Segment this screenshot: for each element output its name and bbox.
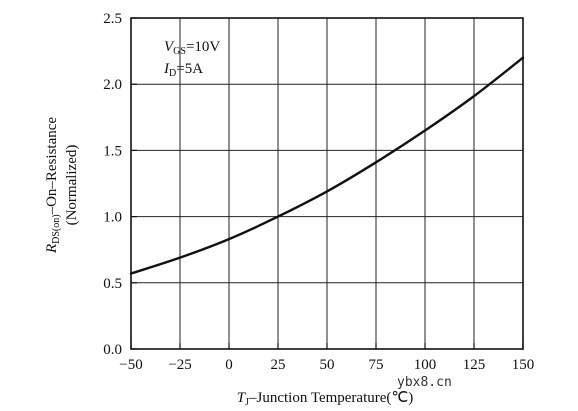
y-tick-label: 1.0 — [103, 210, 122, 226]
y-tick-label: 0.0 — [103, 342, 122, 358]
y-axis-label: RDS(on)–On–Resistance (Normalized) — [44, 117, 80, 254]
watermark: ybx8.cn — [397, 375, 452, 390]
x-tick-label: 150 — [512, 357, 535, 373]
x-tick-label: 50 — [320, 357, 335, 373]
series-line — [129, 56, 525, 275]
annotation-id: ID=5A — [163, 61, 203, 79]
y-tick-label: 1.5 — [103, 143, 122, 159]
x-tick-label: 0 — [225, 357, 233, 373]
x-axis-label: TJ–Junction Temperature(℃) — [237, 390, 413, 408]
grid — [131, 18, 523, 349]
y-tick-label: 2.0 — [103, 77, 122, 93]
y-tick-label: 2.5 — [103, 11, 122, 27]
x-tick-label: 100 — [414, 357, 437, 373]
x-tick-label: −25 — [168, 357, 191, 373]
x-tick-label: 25 — [271, 357, 286, 373]
y-tick-label: 0.5 — [103, 276, 122, 292]
ticks — [130, 17, 524, 350]
y-axis-label-line1: RDS(on)–On–Resistance — [44, 117, 62, 254]
y-axis-label-line2: (Normalized) — [64, 145, 80, 226]
annotation-vgs: VGS=10V — [164, 39, 220, 57]
x-tick-label: 75 — [369, 357, 384, 373]
tick-labels: −50 −25 0 25 50 75 100 125 150 0.0 0.5 1.0 1.5 2.0 2.5 — [103, 11, 534, 373]
x-tick-label: 125 — [463, 357, 486, 373]
x-tick-label: −50 — [119, 357, 142, 373]
